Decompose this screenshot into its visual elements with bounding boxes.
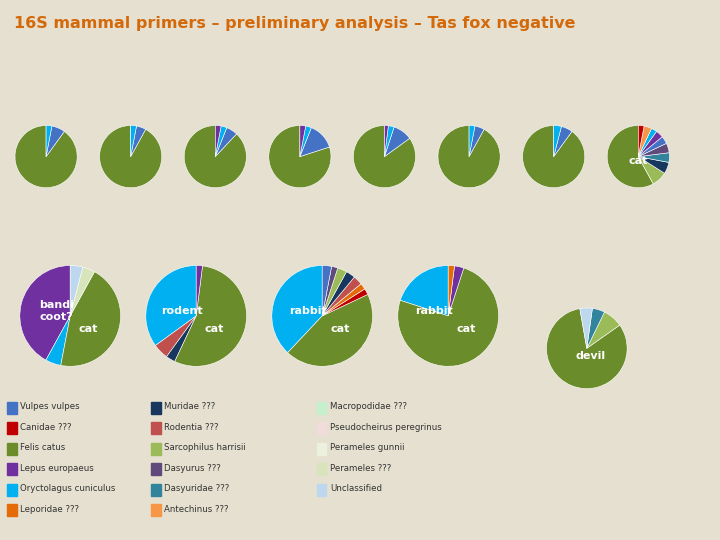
Wedge shape	[554, 125, 562, 157]
Wedge shape	[322, 284, 365, 316]
Text: cat: cat	[456, 323, 475, 334]
Text: Perameles ???: Perameles ???	[330, 464, 391, 472]
Wedge shape	[638, 126, 652, 157]
Wedge shape	[322, 266, 332, 316]
Wedge shape	[300, 125, 306, 157]
Wedge shape	[448, 266, 454, 316]
Text: Unclassified: Unclassified	[330, 484, 382, 493]
Text: Canidae ???: Canidae ???	[20, 423, 72, 431]
Wedge shape	[272, 266, 322, 353]
Wedge shape	[638, 157, 665, 184]
Text: Oryctolagus cuniculus: Oryctolagus cuniculus	[20, 484, 115, 493]
Wedge shape	[300, 127, 330, 157]
Wedge shape	[184, 125, 246, 188]
Wedge shape	[60, 272, 120, 366]
Wedge shape	[322, 277, 361, 316]
Wedge shape	[322, 266, 338, 316]
Wedge shape	[46, 316, 70, 366]
Wedge shape	[269, 125, 331, 188]
Wedge shape	[448, 266, 464, 316]
Text: Dasyuridae ???: Dasyuridae ???	[164, 484, 230, 493]
Wedge shape	[384, 125, 388, 157]
Text: bandi
coot?: bandi coot?	[39, 300, 73, 322]
Wedge shape	[469, 126, 484, 157]
Wedge shape	[523, 125, 585, 188]
Wedge shape	[638, 125, 644, 157]
Wedge shape	[322, 268, 346, 316]
Wedge shape	[400, 266, 448, 316]
Text: cat: cat	[629, 156, 648, 166]
Wedge shape	[322, 272, 354, 316]
Wedge shape	[384, 126, 394, 157]
Wedge shape	[398, 268, 499, 366]
Wedge shape	[300, 126, 311, 157]
Wedge shape	[580, 308, 593, 348]
Text: Perameles gunnii: Perameles gunnii	[330, 443, 404, 452]
Text: 16S mammal primers – preliminary analysis – Tas fox negative: 16S mammal primers – preliminary analysi…	[14, 16, 576, 31]
Text: cat: cat	[204, 323, 223, 334]
Text: rabbit: rabbit	[415, 306, 453, 316]
Wedge shape	[166, 316, 196, 361]
Wedge shape	[354, 125, 415, 188]
Wedge shape	[607, 125, 653, 188]
Wedge shape	[175, 266, 246, 366]
Wedge shape	[70, 267, 94, 316]
Text: devil: devil	[576, 352, 606, 361]
Text: Macropodidae ???: Macropodidae ???	[330, 402, 407, 411]
Text: Leporidae ???: Leporidae ???	[20, 505, 79, 514]
Wedge shape	[20, 266, 70, 360]
Wedge shape	[638, 137, 667, 157]
Wedge shape	[638, 153, 670, 163]
Wedge shape	[215, 125, 221, 157]
Wedge shape	[322, 289, 368, 316]
Text: Rodentia ???: Rodentia ???	[164, 423, 219, 431]
Wedge shape	[46, 126, 64, 157]
Wedge shape	[15, 125, 77, 188]
Wedge shape	[70, 266, 83, 316]
Wedge shape	[196, 266, 202, 316]
Wedge shape	[99, 125, 162, 188]
Wedge shape	[131, 126, 145, 157]
Text: Antechinus ???: Antechinus ???	[164, 505, 229, 514]
Text: cat: cat	[330, 323, 349, 334]
Wedge shape	[131, 125, 137, 157]
Wedge shape	[46, 125, 52, 157]
Text: Sarcophilus harrisii: Sarcophilus harrisii	[164, 443, 246, 452]
Text: Felis catus: Felis catus	[20, 443, 66, 452]
Wedge shape	[146, 266, 196, 346]
Wedge shape	[156, 316, 196, 357]
Text: Lepus europaeus: Lepus europaeus	[20, 464, 94, 472]
Wedge shape	[587, 308, 605, 348]
Wedge shape	[469, 125, 475, 157]
Wedge shape	[638, 129, 657, 157]
Wedge shape	[638, 157, 669, 173]
Wedge shape	[587, 312, 620, 348]
Wedge shape	[638, 143, 669, 157]
Text: rodent: rodent	[161, 306, 203, 316]
Text: Pseudocheirus peregrinus: Pseudocheirus peregrinus	[330, 423, 441, 431]
Wedge shape	[554, 126, 572, 157]
Wedge shape	[546, 308, 627, 389]
Wedge shape	[215, 126, 227, 157]
Wedge shape	[638, 131, 662, 157]
Wedge shape	[288, 294, 372, 366]
Wedge shape	[438, 125, 500, 188]
Text: cat: cat	[78, 323, 97, 334]
Wedge shape	[215, 127, 237, 157]
Text: Dasyurus ???: Dasyurus ???	[164, 464, 221, 472]
Text: Muridae ???: Muridae ???	[164, 402, 215, 411]
Wedge shape	[384, 127, 410, 157]
Text: rabbit: rabbit	[289, 306, 327, 316]
Text: Vulpes vulpes: Vulpes vulpes	[20, 402, 80, 411]
